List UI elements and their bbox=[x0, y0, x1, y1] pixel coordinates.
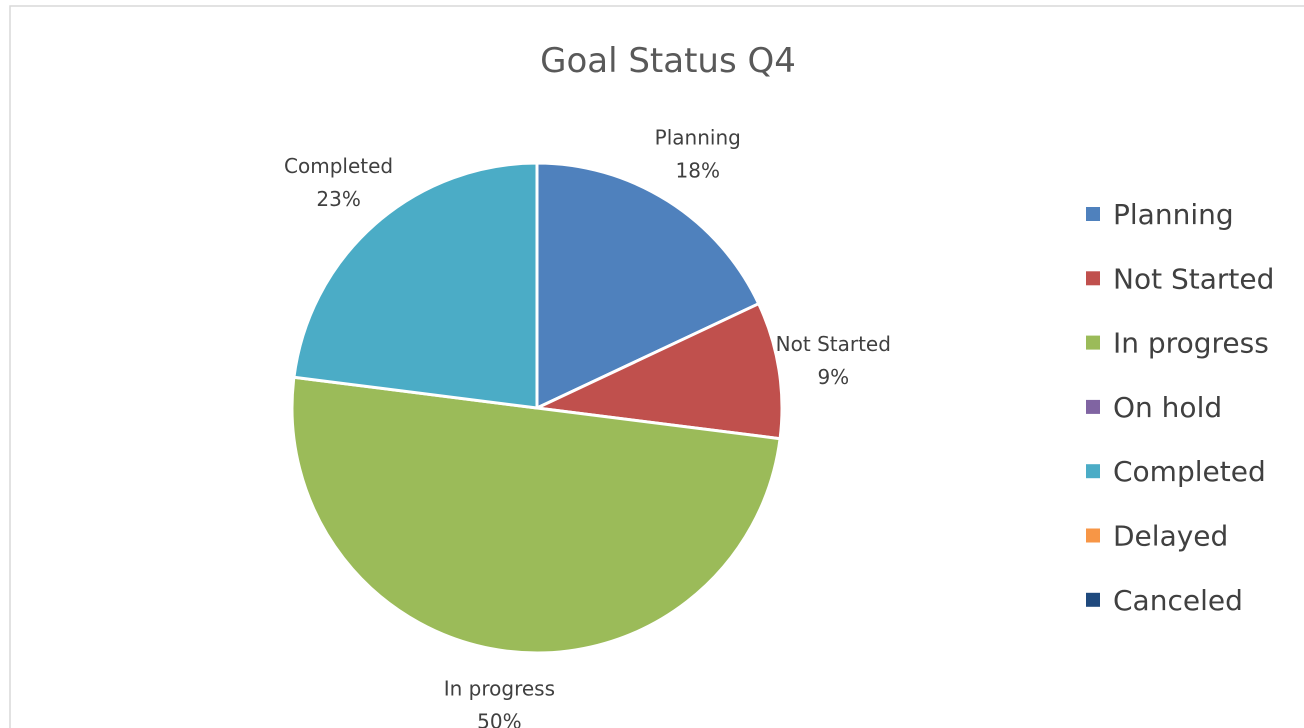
legend-swatch bbox=[1086, 207, 1100, 221]
pie-slice bbox=[535, 161, 761, 410]
data-label: Planning 18% bbox=[655, 126, 741, 183]
legend-swatch bbox=[1086, 271, 1100, 286]
legend-label: Canceled bbox=[1113, 584, 1243, 617]
legend-label: In progress bbox=[1113, 327, 1269, 360]
legend-swatch bbox=[1086, 399, 1100, 414]
data-label: In progress 50% bbox=[444, 677, 555, 728]
data-label-value: 23% bbox=[316, 187, 360, 211]
data-label: Completed 23% bbox=[284, 154, 393, 211]
data-label-value: 18% bbox=[676, 159, 720, 183]
chart-title: Goal Status Q4 bbox=[540, 41, 796, 81]
legend-swatch bbox=[1086, 464, 1100, 479]
pie-slice bbox=[292, 161, 539, 410]
legend-swatch bbox=[1086, 335, 1100, 350]
data-label-category: Not Started bbox=[776, 332, 891, 356]
data-label-category: Planning bbox=[655, 126, 741, 150]
legend-label: On hold bbox=[1113, 391, 1222, 424]
legend-swatch bbox=[1086, 528, 1100, 543]
legend-label: Completed bbox=[1113, 455, 1266, 488]
data-label-category: In progress bbox=[444, 677, 555, 701]
data-label: Not Started 9% bbox=[776, 332, 891, 389]
data-label-value: 9% bbox=[817, 365, 849, 389]
legend-label: Planning bbox=[1113, 198, 1234, 231]
legend-label: Not Started bbox=[1113, 262, 1274, 295]
pie-slice bbox=[535, 302, 784, 441]
pie-slice bbox=[290, 375, 782, 655]
data-label-category: Completed bbox=[284, 154, 393, 178]
legend-label: Delayed bbox=[1113, 520, 1228, 553]
data-label-value: 50% bbox=[477, 710, 521, 728]
legend-swatch bbox=[1086, 592, 1100, 607]
